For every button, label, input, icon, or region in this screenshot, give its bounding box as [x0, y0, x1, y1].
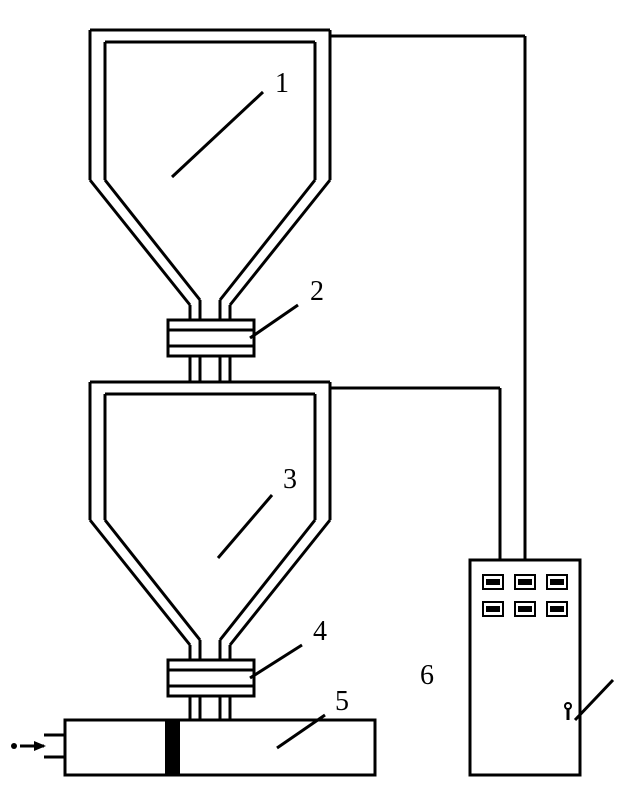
leader-l2 — [250, 305, 298, 338]
leader-l1 — [172, 92, 263, 177]
controller-button-fill-6 — [550, 606, 564, 612]
valve4-inner — [168, 670, 254, 686]
hopper1-cone-ol — [90, 180, 190, 305]
label-l6: 6 — [420, 660, 434, 691]
hopper1-cone-il — [105, 180, 200, 300]
valve4-outer — [168, 660, 254, 696]
label-l1: 1 — [275, 68, 289, 99]
controller-box — [470, 560, 580, 775]
controller-button-fill-2 — [518, 579, 532, 585]
valve2-outer — [168, 320, 254, 356]
leader-l4 — [250, 645, 302, 678]
base-box — [65, 720, 375, 775]
controller-button-fill-1 — [486, 579, 500, 585]
hopper1-cone-ir — [220, 180, 315, 300]
controller-button-fill-3 — [550, 579, 564, 585]
inlet-dot — [11, 743, 17, 749]
controller-button-fill-5 — [518, 606, 532, 612]
base-insert — [165, 720, 180, 775]
inlet-arrow-head — [34, 741, 46, 751]
controller-handle-knob — [565, 703, 571, 709]
label-l2: 2 — [310, 276, 324, 307]
leader-l3 — [218, 495, 272, 558]
hopper3-cone-il — [105, 520, 200, 640]
label-l5: 5 — [335, 686, 349, 717]
label-l4: 4 — [313, 616, 327, 647]
valve2-inner — [168, 330, 254, 346]
hopper3-cone-ol — [90, 520, 190, 645]
controller-button-fill-4 — [486, 606, 500, 612]
label-l3: 3 — [283, 464, 297, 495]
